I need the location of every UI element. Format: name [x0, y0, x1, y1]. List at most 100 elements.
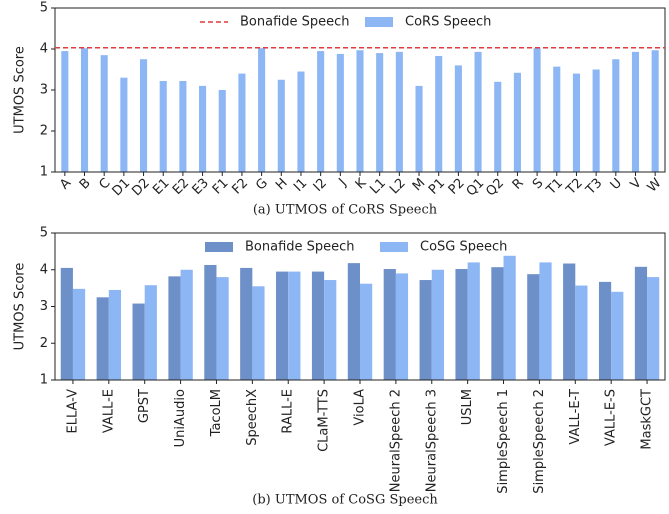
legend-label: Bonafide Speech: [245, 240, 355, 255]
bar: [611, 291, 624, 380]
y-tick-label: 3: [40, 299, 48, 314]
y-tick-label: 3: [40, 83, 48, 98]
x-tick-label: I2: [311, 176, 330, 195]
bar: [592, 69, 600, 172]
y-tick-label: 1: [40, 373, 48, 388]
x-tick-label: F1: [210, 176, 232, 198]
bar: [238, 73, 246, 172]
bar: [240, 267, 253, 380]
plot-frame: [54, 7, 666, 173]
bar: [455, 269, 468, 380]
bar: [631, 51, 640, 173]
bar: [513, 72, 521, 172]
x-tick-label: TacoLM: [209, 389, 224, 437]
bar: [598, 281, 612, 380]
bar: [276, 271, 289, 380]
bar: [575, 285, 588, 380]
bar: [533, 48, 541, 172]
bar: [199, 85, 207, 172]
bar: [100, 55, 108, 172]
x-tick-label: RALL-E: [281, 389, 296, 434]
bar: [572, 73, 580, 172]
bar: [277, 79, 285, 172]
x-tick-label: GPST: [137, 389, 152, 423]
x-tick-label: SimpleSpeech 1: [496, 389, 511, 494]
x-tick-label: I1: [291, 176, 310, 195]
x-tick-label: H: [273, 176, 291, 194]
legend-swatch: [205, 242, 233, 252]
x-tick-label: NeuralSpeech 2: [388, 389, 403, 492]
x-tick-label: SpeechX: [245, 389, 260, 446]
bar: [647, 277, 660, 380]
bar: [553, 66, 561, 172]
x-tick-label: W: [645, 176, 665, 196]
bar: [563, 263, 576, 380]
bar: [204, 264, 217, 380]
bar: [356, 50, 364, 173]
bar: [168, 276, 181, 380]
bar: [258, 48, 266, 172]
bar: [419, 280, 432, 380]
bar: [72, 288, 86, 380]
bar: [311, 271, 325, 380]
x-tick-label: V: [628, 176, 645, 193]
bar: [140, 59, 148, 172]
y-tick-label: 4: [40, 262, 48, 277]
plot-frame: [54, 232, 666, 381]
bar: [491, 267, 504, 380]
x-tick-label: USLM: [460, 389, 475, 425]
x-tick-label: B: [77, 176, 94, 193]
x-tick-label: G: [253, 176, 271, 194]
legend-label: Bonafide Speech: [240, 15, 350, 30]
x-tick-label: MaskGCT: [640, 389, 655, 450]
bar: [347, 263, 360, 380]
x-tick-label: CLaM-TTS: [317, 389, 332, 452]
bar: [376, 53, 384, 172]
bar: [216, 277, 229, 380]
caption: (a) UTMOS of CoRS Speech: [253, 203, 438, 218]
x-tick-label: NeuralSpeech 3: [424, 389, 439, 492]
bar: [454, 65, 462, 172]
y-axis-label: UTMOS Score: [13, 46, 28, 134]
y-tick-label: 5: [40, 1, 48, 16]
bar: [395, 273, 409, 380]
bar: [503, 255, 516, 380]
bar: [474, 51, 482, 173]
y-axis-label: UTMOS Score: [13, 263, 28, 351]
caption: (b) UTMOS of CoSG Speech: [252, 493, 438, 508]
x-tick-label: ELLA-V: [65, 389, 80, 434]
x-tick-label: Q2: [483, 176, 507, 200]
bar: [61, 51, 69, 172]
legend-label: CoSG Speech: [420, 240, 507, 255]
bar: [395, 51, 403, 173]
bar: [634, 266, 648, 380]
x-tick-label: L2: [387, 176, 409, 198]
x-tick-label: VALL-E-T: [568, 389, 583, 445]
bar: [527, 274, 540, 380]
bar: [297, 71, 305, 172]
x-tick-label: K: [353, 175, 370, 192]
y-tick-label: 2: [40, 124, 48, 139]
bar: [360, 283, 373, 380]
y-tick-label: 5: [40, 226, 48, 241]
bar: [179, 80, 187, 172]
bar: [80, 48, 89, 172]
bar: [60, 267, 73, 380]
legend-swatch: [365, 17, 393, 27]
x-tick-label: VioLA: [353, 389, 368, 426]
bar: [108, 289, 122, 380]
bar: [324, 280, 337, 380]
bar: [144, 285, 157, 380]
bar: [180, 269, 193, 380]
bar: [467, 262, 480, 380]
bar: [494, 81, 502, 172]
bar: [120, 77, 128, 172]
bar: [612, 59, 620, 172]
bar: [132, 303, 145, 380]
x-tick-label: R: [510, 176, 527, 193]
y-tick-label: 2: [40, 336, 48, 351]
y-tick-label: 4: [40, 42, 48, 57]
legend-swatch: [380, 242, 408, 252]
x-tick-label: UniAudio: [173, 389, 188, 447]
bar: [218, 90, 226, 172]
